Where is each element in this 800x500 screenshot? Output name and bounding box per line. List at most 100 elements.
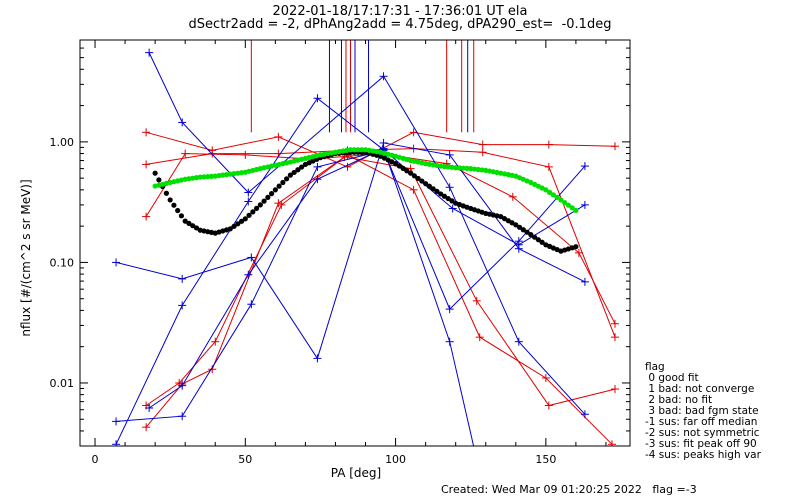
fit-green-point: [441, 163, 448, 170]
series-point: [181, 149, 190, 158]
fit-black-point: [178, 213, 185, 219]
series-line-2: [145, 153, 616, 324]
series-line-3: [145, 154, 613, 445]
series-point: [610, 385, 619, 394]
x-tick-label: 100: [385, 453, 406, 466]
fit-black-point: [528, 232, 534, 238]
fit-black-point: [246, 212, 252, 218]
series-point: [541, 373, 550, 382]
fit-green-point: [562, 199, 568, 206]
flag-legend-item: 3 bad: bad fgm state: [645, 405, 759, 417]
fit-black-point: [434, 188, 440, 194]
series-line-9: [148, 147, 475, 446]
fit-black-point: [156, 177, 162, 183]
flag-legend-item: 2 bad: no fit: [645, 394, 713, 406]
series-point: [478, 140, 487, 149]
fit-black-point: [520, 227, 526, 233]
fit-black-point: [539, 239, 545, 245]
series-point: [448, 204, 457, 213]
series-line-7: [115, 97, 586, 445]
fit-black-point: [227, 226, 233, 232]
fit-green-point: [543, 187, 549, 193]
series-point: [142, 423, 151, 432]
y-tick-label: 0.01: [50, 377, 75, 390]
created-timestamp: Created: Wed Mar 09 01:20:25 2022: [441, 483, 642, 496]
fit-green-point: [558, 197, 564, 203]
series-point: [544, 162, 553, 171]
series-point: [247, 253, 256, 262]
series-point: [475, 333, 484, 342]
fit-green-point: [550, 192, 556, 198]
series-point: [142, 128, 151, 137]
series-point: [610, 142, 619, 151]
fit-green-point: [201, 174, 207, 180]
fit-green-point: [359, 147, 365, 153]
series-point: [445, 337, 454, 346]
series-point: [313, 94, 322, 103]
series-point: [508, 192, 517, 201]
fit-black-point: [438, 191, 444, 197]
series-point: [580, 200, 589, 209]
flag-legend-item: 0 good fit: [645, 372, 699, 384]
fit-black-point: [287, 172, 293, 178]
series-point: [145, 403, 154, 412]
fit-black-point: [238, 218, 245, 224]
series-point: [514, 337, 523, 346]
flag-legend: flag 0 good fit 1 bad: not converge 2 ba…: [645, 362, 761, 461]
x-tick-label: 150: [535, 453, 556, 466]
series-point: [142, 212, 151, 221]
series-point: [274, 132, 283, 141]
series-point: [574, 248, 583, 257]
title-line-1: 2022-01-18/17:17:31 - 17:36:01 UT ela: [272, 4, 528, 19]
fit-black-point: [268, 191, 275, 197]
fit-green-point: [347, 147, 354, 153]
fit-green-point: [468, 166, 474, 172]
x-axis-label: PA [deg]: [330, 466, 382, 480]
series-point: [580, 277, 589, 286]
y-tick-label: 0.10: [50, 256, 75, 269]
series-point: [514, 240, 523, 249]
fit-green-point: [205, 174, 211, 180]
fit-black-point: [171, 202, 177, 208]
series-point: [610, 333, 619, 342]
fit-black-point: [253, 205, 260, 211]
fit-black-point: [415, 175, 421, 182]
series-point: [274, 199, 283, 208]
series-point: [607, 440, 616, 446]
fit-black-point: [250, 209, 256, 215]
flag-legend-item: -2 sus: not symmetric: [645, 427, 760, 439]
fit-green-point: [208, 173, 215, 179]
fit-black-point: [535, 237, 541, 243]
fit-black-point: [516, 224, 523, 230]
fit-black-point: [411, 173, 417, 179]
fit-black-point: [182, 218, 188, 224]
series-line-4: [145, 156, 616, 428]
fit-black-point: [524, 229, 530, 235]
series-point: [247, 300, 256, 309]
series-point: [145, 48, 154, 57]
fit-black-point: [573, 244, 579, 250]
series-point: [580, 162, 589, 171]
series-point: [445, 183, 454, 192]
flag-legend-item: 1 bad: not converge: [645, 383, 755, 395]
fit-black-point: [430, 186, 436, 192]
footer-created: Created: Wed Mar 09 01:20:25 2022 flag =…: [441, 483, 697, 496]
series-point: [178, 274, 187, 283]
series-point: [409, 185, 418, 194]
series-point: [580, 410, 589, 419]
series-point: [178, 301, 187, 310]
series-point: [544, 140, 553, 149]
fit-black-point: [392, 161, 399, 167]
fit-black-point: [152, 170, 158, 176]
series-point: [142, 160, 151, 169]
series-point: [244, 270, 253, 279]
flag-legend-item: -3 sus: fit peak off 90: [645, 438, 757, 450]
fit-black-point: [265, 194, 271, 200]
fit-black-point: [441, 193, 448, 199]
fit-black-point: [190, 223, 196, 229]
fit-black-point: [276, 183, 282, 189]
y-tick-label: 1.00: [50, 136, 75, 149]
fit-black-point: [231, 223, 237, 229]
fit-black-point: [445, 195, 451, 202]
fit-black-point: [291, 169, 297, 176]
